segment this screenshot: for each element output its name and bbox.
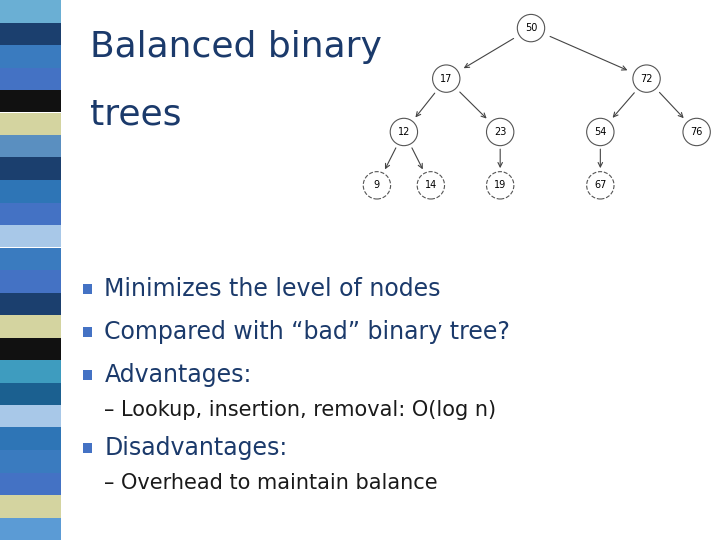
Text: Advantages:: Advantages: xyxy=(104,363,252,387)
Text: 72: 72 xyxy=(640,73,653,84)
Bar xyxy=(0,405,61,428)
Text: 54: 54 xyxy=(594,127,606,137)
Bar xyxy=(0,112,61,135)
Ellipse shape xyxy=(417,172,444,199)
Bar xyxy=(0,90,61,112)
Text: Disadvantages:: Disadvantages: xyxy=(104,436,288,460)
Bar xyxy=(0,315,61,338)
Bar xyxy=(0,472,61,495)
Text: 50: 50 xyxy=(525,23,537,33)
Ellipse shape xyxy=(683,118,711,146)
Text: 12: 12 xyxy=(397,127,410,137)
Text: 9: 9 xyxy=(374,180,380,190)
Ellipse shape xyxy=(487,118,514,146)
Bar xyxy=(83,284,92,294)
Bar xyxy=(0,517,61,540)
Ellipse shape xyxy=(487,172,514,199)
Bar xyxy=(0,360,61,382)
Ellipse shape xyxy=(518,15,544,42)
Text: trees: trees xyxy=(90,97,181,131)
Bar xyxy=(0,158,61,180)
Bar xyxy=(0,23,61,45)
Bar xyxy=(0,293,61,315)
Bar xyxy=(0,45,61,68)
Ellipse shape xyxy=(587,172,614,199)
Bar xyxy=(0,428,61,450)
Bar xyxy=(0,202,61,225)
Text: 14: 14 xyxy=(425,180,437,190)
Bar xyxy=(0,135,61,158)
Text: 76: 76 xyxy=(690,127,703,137)
Bar xyxy=(0,247,61,270)
Text: Minimizes the level of nodes: Minimizes the level of nodes xyxy=(104,277,441,301)
Text: 19: 19 xyxy=(494,180,506,190)
Text: – Lookup, insertion, removal: O(log n): – Lookup, insertion, removal: O(log n) xyxy=(104,400,497,421)
Ellipse shape xyxy=(587,118,614,146)
Ellipse shape xyxy=(433,65,460,92)
Bar xyxy=(0,225,61,247)
Text: Compared with “bad” binary tree?: Compared with “bad” binary tree? xyxy=(104,320,510,344)
Text: Balanced binary: Balanced binary xyxy=(90,30,382,64)
Text: 23: 23 xyxy=(494,127,506,137)
Bar xyxy=(0,180,61,202)
Bar xyxy=(0,68,61,90)
Bar xyxy=(83,327,92,337)
Bar xyxy=(0,270,61,293)
Bar xyxy=(83,370,92,380)
Bar xyxy=(0,495,61,517)
Bar xyxy=(0,338,61,360)
Bar xyxy=(0,450,61,472)
Text: 67: 67 xyxy=(594,180,606,190)
Ellipse shape xyxy=(633,65,660,92)
Ellipse shape xyxy=(363,172,390,199)
Ellipse shape xyxy=(390,118,418,146)
Text: – Overhead to maintain balance: – Overhead to maintain balance xyxy=(104,473,438,494)
Bar xyxy=(83,443,92,453)
Text: 17: 17 xyxy=(440,73,452,84)
Bar xyxy=(0,382,61,405)
Bar xyxy=(0,0,61,23)
